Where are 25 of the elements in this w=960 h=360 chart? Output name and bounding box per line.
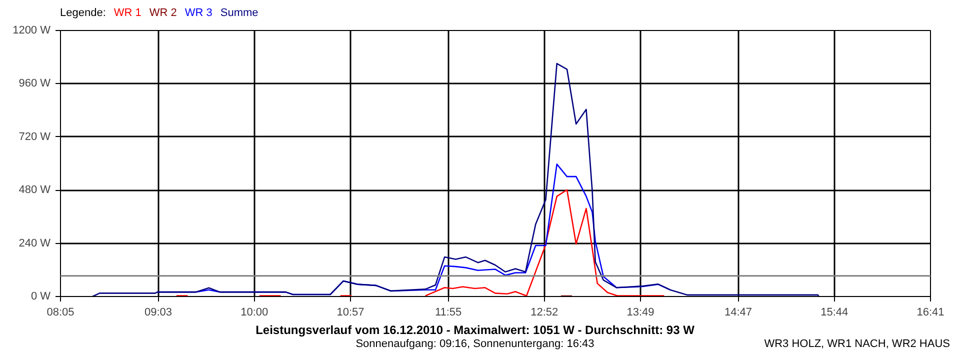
x-tick-label: 16:41 — [916, 306, 944, 318]
y-tick-label: 480 W — [18, 184, 52, 196]
text: WR 3 — [184, 6, 212, 20]
legend-title: Legende: — [60, 6, 106, 20]
x-tick-label: 10:57 — [336, 306, 364, 318]
text: Sonnenaufgang: 09:16, Sonnenuntergang: 16:43 — [356, 338, 594, 350]
y-tick-label: 0 W — [30, 290, 52, 302]
x-tick-label: 10:00 — [240, 306, 268, 318]
text: Summe — [220, 6, 258, 20]
line-series — [92, 62, 820, 296]
x-tick-label: 15:44 — [820, 306, 848, 318]
x-tick-label: 08:05 — [46, 306, 74, 318]
y-tick-label: 960 W — [18, 78, 52, 90]
x-tick-label: 11:55 — [434, 306, 462, 318]
x-tick-label: 12:52 — [530, 306, 558, 318]
text: Leistungsverlauf vom 16.12.2010 - Maximalwert: 1051 W - Durchschnitt: 93 W — [254, 323, 696, 337]
y-tick-label: 720 W — [18, 130, 52, 143]
y-tick-label: 240 W — [18, 237, 52, 250]
x-tick-label: 13:49 — [626, 306, 654, 318]
x-tick-label: 14:47 — [724, 306, 752, 318]
text: WR3 HOLZ, WR1 NACH, WR2 HAUS — [764, 337, 950, 351]
text: WR 2 — [149, 6, 177, 20]
text: WR 1 — [114, 6, 142, 20]
x-tick-label: 09:03 — [144, 306, 172, 318]
y-tick-label: 1200 W — [12, 24, 52, 36]
